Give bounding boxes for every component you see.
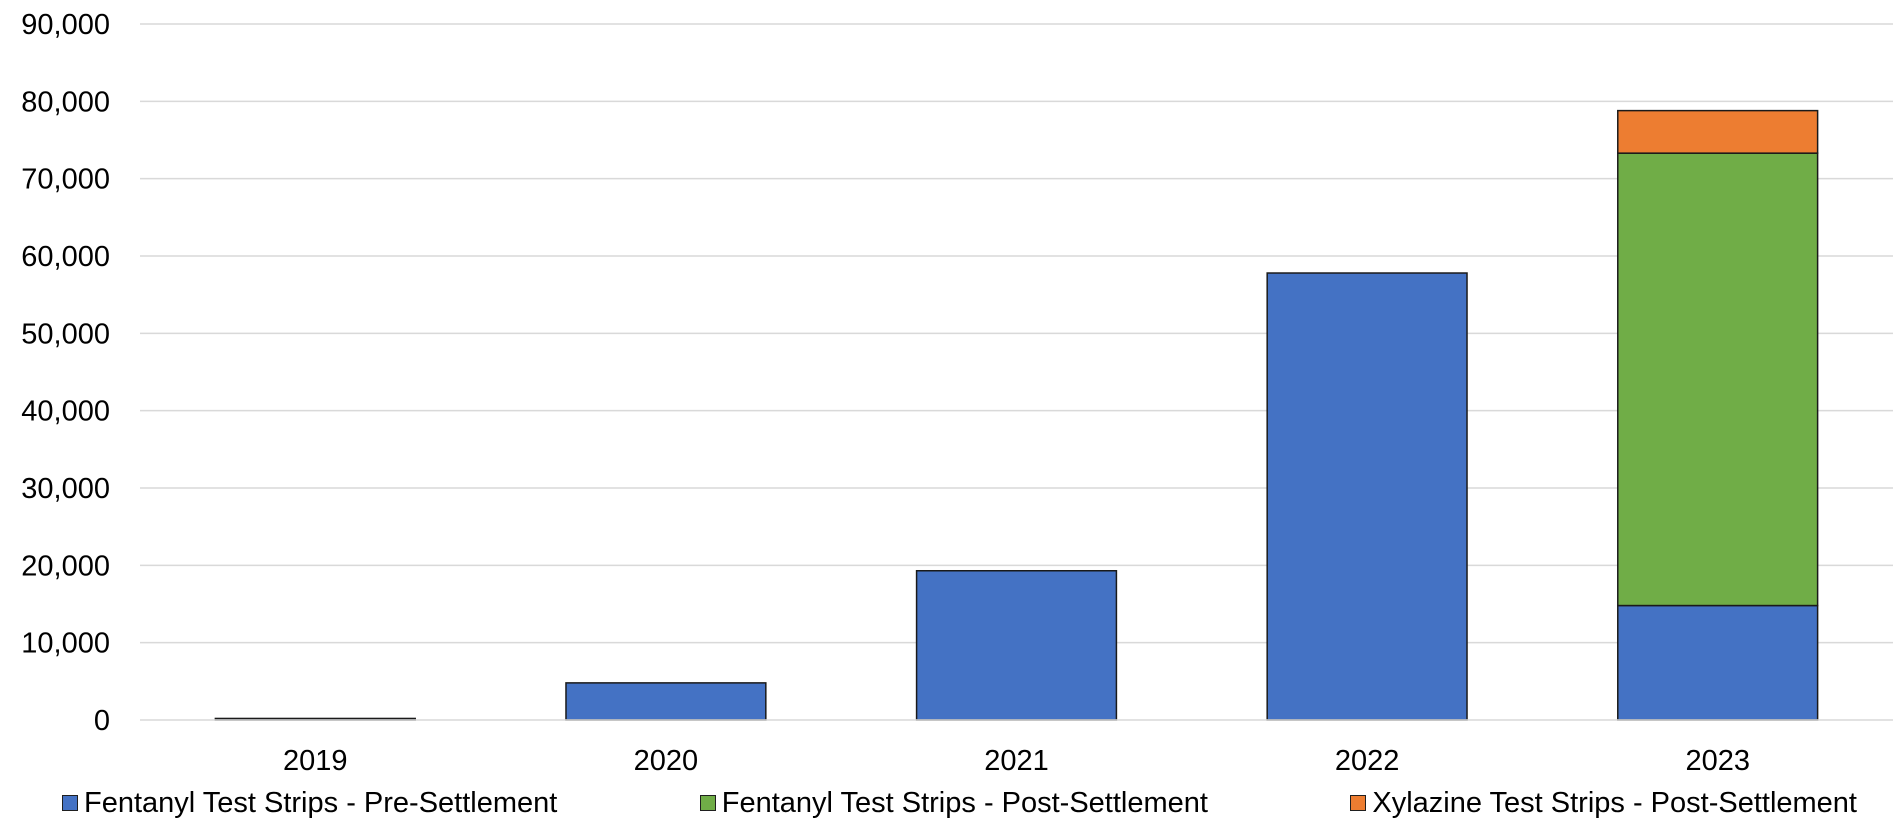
y-tick-label: 70,000 xyxy=(21,164,110,196)
bar-segment xyxy=(915,569,1118,721)
legend-label: Xylazine Test Strips - Post-Settlement xyxy=(1372,786,1857,819)
x-tick-label: 2023 xyxy=(1685,745,1750,777)
gridlines xyxy=(140,23,1893,644)
x-tick-label: 2020 xyxy=(634,745,699,777)
y-tick-label: 10,000 xyxy=(21,628,110,660)
y-tick-label: 0 xyxy=(94,705,110,737)
bar-segment xyxy=(1617,109,1819,154)
legend-item-fentanyl-post-settlement: Fentanyl Test Strips - Post-Settlement xyxy=(699,786,1208,820)
bar-segment xyxy=(1617,604,1819,721)
legend-label: Fentanyl Test Strips - Post-Settlement xyxy=(721,786,1208,819)
legend-label: Fentanyl Test Strips - Pre-Settlement xyxy=(84,786,558,819)
y-tick-label: 20,000 xyxy=(21,550,110,582)
y-tick-label: 90,000 xyxy=(21,9,110,41)
legend-item-pre-settlement: Fentanyl Test Strips - Pre-Settlement xyxy=(62,787,557,820)
bar-segment xyxy=(565,682,767,721)
y-tick-label: 40,000 xyxy=(21,396,110,428)
bar-segment xyxy=(1617,152,1819,607)
x-axis-tick-labels: 2019 2020 2021 2022 2023 xyxy=(283,745,1750,777)
legend-swatch xyxy=(62,795,78,811)
legend-item-xylazine-post-settlement: Xylazine Test Strips - Post-Settlement xyxy=(1350,787,1857,820)
y-tick-label: 60,000 xyxy=(21,241,110,273)
y-axis-tick-labels: 0 10,000 20,000 30,000 40,000 50,000 60,… xyxy=(21,9,110,737)
y-tick-label: 30,000 xyxy=(21,473,110,505)
bar-segment xyxy=(1266,272,1468,721)
y-tick-label: 50,000 xyxy=(21,318,110,350)
legend: Fentanyl Test Strips - Pre-Settlement Fe… xyxy=(0,785,1893,821)
x-tick-label: 2019 xyxy=(283,745,348,777)
legend-swatch xyxy=(699,795,716,811)
x-tick-label: 2021 xyxy=(984,745,1049,777)
bars xyxy=(214,109,1819,721)
y-tick-label: 80,000 xyxy=(21,86,110,118)
legend-swatch xyxy=(1350,795,1367,811)
x-tick-label: 2022 xyxy=(1335,745,1400,777)
